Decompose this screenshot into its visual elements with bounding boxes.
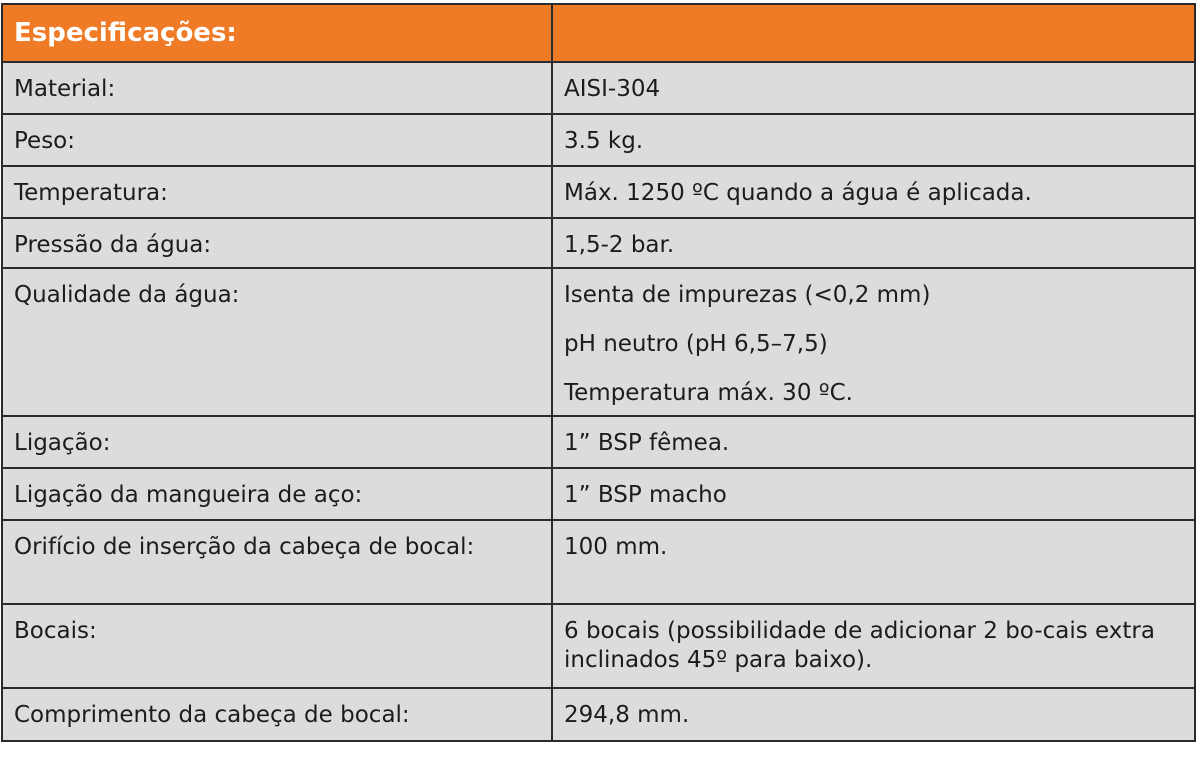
row-value: 294,8 mm. (551, 687, 1196, 742)
table-row: Ligação da mangueira de aço: 1” BSP mach… (1, 467, 1196, 521)
table-row: Pressão da água: 1,5-2 bar. (1, 217, 1196, 269)
table-row: Bocais: 6 bocais (possibilidade de adici… (1, 603, 1196, 689)
row-label: Ligação da mangueira de aço: (1, 467, 553, 521)
row-label: Bocais: (1, 603, 553, 689)
specifications-table: Especificações: Material: AISI-304 Peso:… (1, 3, 1196, 742)
row-value: 100 mm. (551, 519, 1196, 605)
row-label: Peso: (1, 113, 553, 167)
row-value: 6 bocais (possibilidade de adicionar 2 b… (551, 603, 1196, 689)
value-line: Isenta de impurezas (<0,2 mm) (564, 282, 931, 308)
row-label: Material: (1, 61, 553, 115)
row-value: Isenta de impurezas (<0,2 mm) pH neutro … (551, 267, 1196, 417)
row-value: 3.5 kg. (551, 113, 1196, 167)
table-row: Qualidade da água: Isenta de impurezas (… (1, 267, 1196, 417)
table-row: Temperatura: Máx. 1250 ºC quando a água … (1, 165, 1196, 219)
row-value: 1,5-2 bar. (551, 217, 1196, 269)
table-row: Peso: 3.5 kg. (1, 113, 1196, 167)
row-label: Temperatura: (1, 165, 553, 219)
row-value: 1” BSP macho (551, 467, 1196, 521)
table-row: Ligação: 1” BSP fêmea. (1, 415, 1196, 469)
value-line: Temperatura máx. 30 ºC. (564, 380, 853, 406)
row-value: 1” BSP fêmea. (551, 415, 1196, 469)
table-header: Especificações: (1, 3, 1196, 63)
row-value: Máx. 1250 ºC quando a água é aplicada. (551, 165, 1196, 219)
table-row: Material: AISI-304 (1, 61, 1196, 115)
row-label: Ligação: (1, 415, 553, 469)
table-row: Orifício de inserção da cabeça de bocal:… (1, 519, 1196, 605)
row-label: Comprimento da cabeça de bocal: (1, 687, 553, 742)
row-value: AISI-304 (551, 61, 1196, 115)
value-line: pH neutro (pH 6,5–7,5) (564, 331, 828, 357)
row-label: Qualidade da água: (1, 267, 553, 417)
table-row: Comprimento da cabeça de bocal: 294,8 mm… (1, 687, 1196, 742)
header-title: Especificações: (1, 3, 553, 63)
header-value (551, 3, 1196, 63)
row-label: Orifício de inserção da cabeça de bocal: (1, 519, 553, 605)
row-label: Pressão da água: (1, 217, 553, 269)
